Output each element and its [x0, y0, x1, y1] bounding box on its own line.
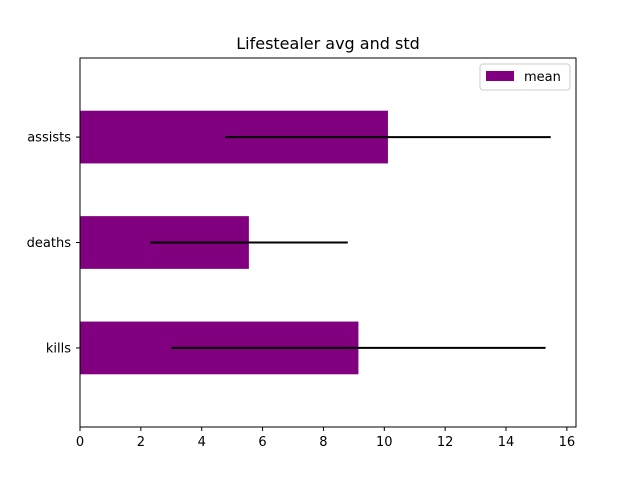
x-axis: 0 2 4 6 8 10 12 14 16: [76, 427, 575, 450]
y-tick-label-assists: assists: [27, 131, 71, 146]
x-tick-label-0: 0: [76, 435, 84, 450]
y-axis: kills deaths assists: [27, 131, 80, 356]
x-tick-label-14: 14: [498, 435, 515, 450]
chart-title: Lifestealer avg and std: [236, 34, 420, 53]
legend: mean: [479, 63, 571, 91]
legend-swatch: [486, 71, 514, 81]
x-tick-label-4: 4: [198, 435, 206, 450]
x-tick-label-6: 6: [258, 435, 266, 450]
x-tick-label-2: 2: [137, 435, 145, 450]
legend-label: mean: [524, 70, 561, 85]
legend-box: [479, 63, 571, 91]
y-tick-label-deaths: deaths: [27, 236, 72, 251]
x-tick-label-10: 10: [376, 435, 393, 450]
y-tick-label-kills: kills: [46, 341, 71, 356]
errorbars-layer: [149, 136, 551, 349]
x-tick-label-16: 16: [559, 435, 576, 450]
x-tick-label-12: 12: [437, 435, 454, 450]
x-tick-label-8: 8: [319, 435, 327, 450]
